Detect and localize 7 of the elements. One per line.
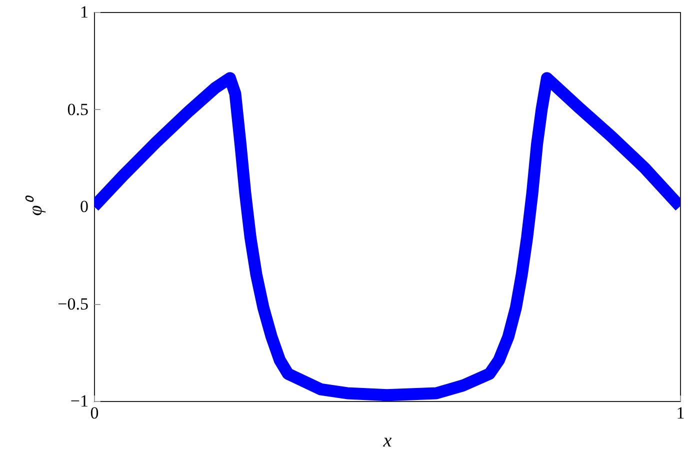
y-axis-title: φ⁰ xyxy=(24,195,47,216)
y-tick-label: −0.5 xyxy=(58,294,88,314)
y-tick-label: 1 xyxy=(80,2,88,22)
y-tick-label: 0.5 xyxy=(67,100,88,119)
x-axis-title: x xyxy=(382,430,392,452)
y-tick-label: 0 xyxy=(80,197,88,216)
y-tick-label: −1 xyxy=(70,392,88,410)
